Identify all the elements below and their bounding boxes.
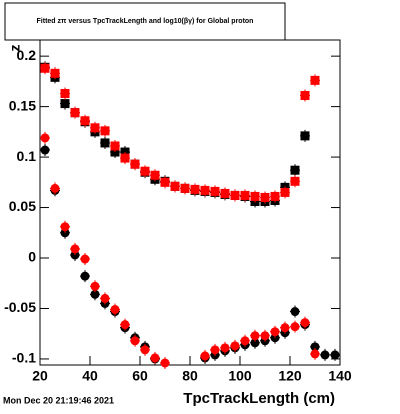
marker <box>300 131 310 141</box>
x-axis-label: TpcTrackLength (cm) <box>183 390 335 407</box>
marker <box>230 190 240 200</box>
marker <box>60 88 70 98</box>
marker <box>170 181 180 191</box>
marker <box>240 190 250 200</box>
marker <box>120 147 130 157</box>
title-box <box>4 2 286 41</box>
marker <box>220 343 230 353</box>
y-tick-label: -0.1 <box>12 350 36 366</box>
marker <box>260 192 270 202</box>
timestamp: Mon Dec 20 21:19:46 2021 <box>3 395 114 405</box>
marker <box>280 323 290 333</box>
marker <box>280 187 290 197</box>
marker <box>110 147 120 157</box>
marker <box>70 244 80 254</box>
x-tick-label: 60 <box>132 368 148 384</box>
marker <box>200 351 210 361</box>
marker <box>200 185 210 195</box>
marker <box>60 99 70 109</box>
marker <box>220 188 230 198</box>
marker <box>50 183 60 193</box>
marker <box>110 304 120 314</box>
marker <box>250 191 260 201</box>
marker <box>330 350 340 360</box>
y-tick-label: 0.15 <box>9 97 36 113</box>
x-tick-label: 80 <box>182 368 198 384</box>
marker <box>230 341 240 351</box>
marker <box>100 126 110 136</box>
marker <box>110 141 120 151</box>
marker <box>70 108 80 118</box>
marker <box>80 116 90 126</box>
marker <box>210 345 220 355</box>
marker <box>310 75 320 85</box>
marker <box>90 289 100 299</box>
marker <box>300 91 310 101</box>
marker <box>150 170 160 180</box>
marker <box>270 191 280 201</box>
marker <box>250 338 260 348</box>
x-tick-label: 140 <box>328 368 352 384</box>
marker <box>300 318 310 328</box>
marker <box>100 138 110 148</box>
x-tick-label: 100 <box>228 368 252 384</box>
marker <box>150 353 160 363</box>
marker <box>260 331 270 341</box>
marker <box>130 336 140 346</box>
chart-title: Fitted zπ versus TpcTrackLength and log1… <box>37 18 254 25</box>
marker <box>210 186 220 196</box>
marker <box>60 222 70 232</box>
marker <box>140 166 150 176</box>
marker <box>80 271 90 281</box>
marker <box>40 133 50 143</box>
y-tick-label: 0 <box>28 249 36 265</box>
marker <box>100 293 110 303</box>
y-axis-label: z <box>7 45 23 52</box>
marker <box>290 165 300 175</box>
marker <box>160 177 170 187</box>
marker <box>290 307 300 317</box>
x-tick-label: 120 <box>278 368 302 384</box>
marker <box>290 322 300 332</box>
marker <box>310 342 320 352</box>
marker <box>90 123 100 133</box>
marker <box>90 281 100 291</box>
marker <box>180 183 190 193</box>
y-tick-label: 0.05 <box>9 198 36 214</box>
marker <box>190 184 200 194</box>
marker <box>140 345 150 355</box>
marker <box>290 176 300 186</box>
marker <box>240 336 250 346</box>
marker <box>320 350 330 360</box>
marker <box>250 331 260 341</box>
marker <box>120 153 130 163</box>
marker <box>40 63 50 73</box>
marker <box>40 145 50 155</box>
marker <box>310 349 320 359</box>
y-tick-label: 0.2 <box>17 47 37 63</box>
x-tick-label: 20 <box>32 368 48 384</box>
y-tick-label: -0.05 <box>4 299 36 315</box>
marker <box>50 68 60 78</box>
marker <box>120 320 130 330</box>
marker <box>270 327 280 337</box>
marker <box>160 358 170 368</box>
marker <box>130 159 140 169</box>
x-tick-label: 40 <box>82 368 98 384</box>
y-tick-label: 0.1 <box>17 148 37 164</box>
marker <box>80 254 90 264</box>
